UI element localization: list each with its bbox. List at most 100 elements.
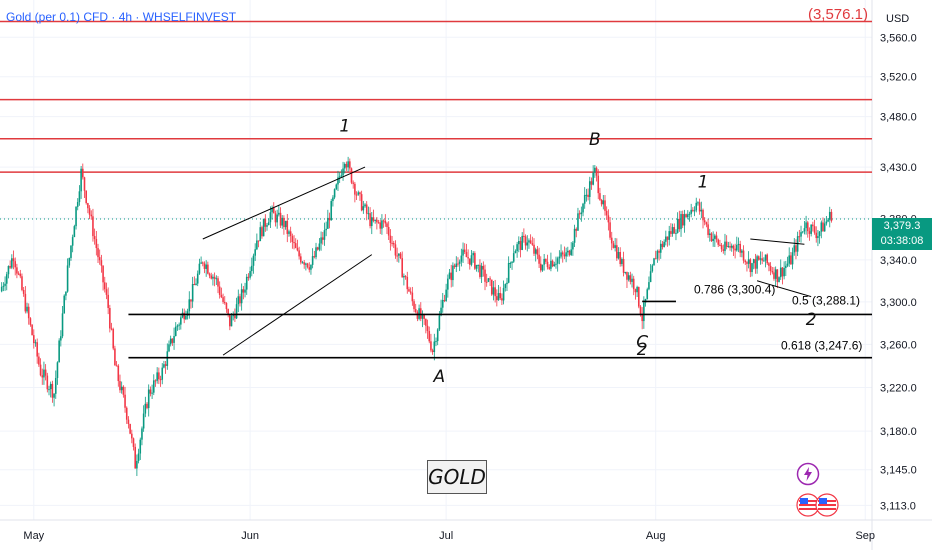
candle-body (624, 271, 627, 273)
candle-body (555, 263, 557, 265)
candle-body (666, 236, 669, 240)
candle-body (551, 260, 554, 267)
candle-body (425, 318, 427, 326)
candle-body (788, 255, 790, 264)
candle-body (494, 287, 496, 297)
candle-body (201, 262, 204, 264)
candle-body (142, 413, 145, 429)
candle-body (526, 242, 529, 246)
candle-body (379, 222, 382, 229)
candle-body (448, 272, 451, 279)
candle-body (152, 380, 155, 393)
y-tick-label: 3,145.0 (880, 465, 917, 477)
candle-body (467, 257, 469, 259)
candle-body (185, 315, 187, 320)
candle-body (359, 192, 361, 195)
candle-body (327, 217, 329, 229)
candle-body (580, 212, 583, 215)
candle-body (159, 379, 162, 381)
candle-body (105, 289, 108, 295)
candle-body (288, 231, 290, 234)
candle-body (156, 372, 158, 381)
candle-body (438, 315, 441, 330)
candle-body (693, 210, 696, 212)
candle-body (715, 235, 718, 240)
candle-body (73, 226, 76, 238)
lightning-icon[interactable] (796, 462, 820, 491)
candle-body (737, 243, 740, 245)
candle-body (550, 260, 552, 269)
candle-body (575, 228, 578, 231)
candle-body (87, 203, 89, 209)
candle-body (93, 236, 96, 240)
candle-body (708, 233, 711, 235)
candle-body (536, 249, 539, 255)
y-tick-label: 3,180.0 (880, 426, 917, 438)
candle-body (477, 264, 480, 266)
candle-body (529, 240, 532, 244)
candle-body (531, 243, 534, 245)
candle-body (27, 306, 30, 319)
candle-body (546, 261, 549, 268)
candle-body (496, 296, 498, 301)
candle-body (247, 276, 250, 278)
y-tick-label: 3,340.0 (880, 255, 917, 267)
candle-body (563, 254, 566, 257)
candle-body (665, 236, 667, 242)
y-tick-label: 3,113.0 (880, 500, 916, 512)
candle-body (719, 244, 721, 246)
candle-body (227, 309, 229, 314)
symbol-title[interactable]: Gold (per 0.1) CFD · 4h · WHSELFINVEST (6, 10, 237, 24)
candle-body (381, 220, 383, 229)
candle-body (423, 314, 425, 319)
candle-body (695, 202, 698, 211)
candle-body (501, 298, 503, 301)
candle-body (41, 375, 44, 378)
candle-body (112, 329, 115, 349)
candle-body (354, 183, 356, 195)
candle-body (396, 255, 398, 257)
candle-body (678, 218, 681, 230)
candle-body (249, 271, 251, 278)
candle-body (71, 237, 74, 246)
candle-body (242, 289, 245, 293)
candle-body (239, 296, 241, 304)
candle-body (823, 223, 826, 232)
candle-body (85, 190, 87, 204)
candle-body (795, 245, 797, 252)
candle-body (455, 263, 458, 267)
current-price-value: 3,379.3 (883, 220, 921, 232)
bar-countdown: 03:38:08 (880, 235, 924, 247)
candle-body (472, 253, 474, 256)
candle-body (26, 306, 28, 312)
candle-body (516, 244, 518, 252)
candle-body (680, 214, 682, 230)
candle-body (325, 228, 327, 231)
candle-body (793, 245, 796, 253)
candle-body (80, 168, 82, 192)
y-tick-label: 3,430.0 (880, 162, 917, 174)
x-tick-label: Aug (646, 530, 666, 542)
us-flag-icon[interactable] (815, 493, 839, 522)
candle-body (313, 256, 316, 258)
candle-body (158, 372, 160, 380)
x-tick-label: Jul (439, 530, 453, 542)
gold-text-box[interactable]: GOLD (427, 460, 487, 494)
candle-body (703, 220, 706, 223)
candle-body (739, 243, 741, 253)
candle-body (768, 263, 770, 266)
candle-body (398, 253, 400, 256)
candle-body (778, 277, 780, 282)
candle-body (244, 289, 246, 293)
candle-body (646, 289, 649, 299)
candle-body (215, 278, 218, 280)
candle-body (384, 220, 387, 224)
candle-body (212, 276, 214, 279)
candle-body (11, 258, 13, 268)
candle-body (470, 255, 473, 265)
wave-label: C (636, 333, 648, 353)
trendline (222, 254, 373, 356)
candle-body (225, 303, 228, 310)
